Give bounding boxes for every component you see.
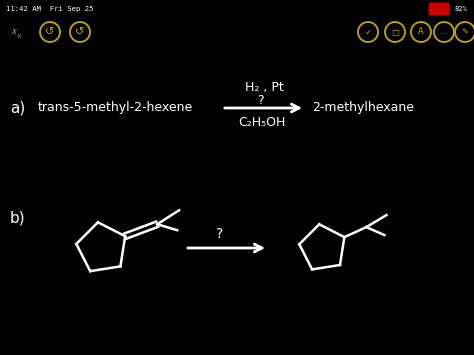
Text: 11:42 AM  Fri Sep 25: 11:42 AM Fri Sep 25	[6, 6, 93, 12]
Text: ✎: ✎	[462, 27, 468, 37]
Text: x: x	[11, 27, 17, 37]
Text: b): b)	[10, 211, 26, 225]
Text: H₂ , Pt: H₂ , Pt	[245, 81, 284, 93]
Text: trans-5-methyl-2-hexene: trans-5-methyl-2-hexene	[38, 102, 193, 115]
FancyBboxPatch shape	[428, 2, 449, 16]
Text: a): a)	[10, 100, 25, 115]
Text: ?: ?	[257, 93, 264, 106]
Text: K: K	[17, 33, 21, 38]
Text: C₂H₅OH: C₂H₅OH	[238, 115, 285, 129]
Text: ✓: ✓	[365, 27, 372, 37]
Text: ↺: ↺	[46, 27, 55, 37]
Text: □: □	[391, 27, 399, 37]
Text: 82%: 82%	[455, 6, 468, 12]
Text: ↺: ↺	[75, 27, 85, 37]
Text: ...: ...	[440, 27, 448, 37]
Text: 2-methylhexane: 2-methylhexane	[312, 102, 414, 115]
Text: A: A	[418, 27, 424, 37]
Text: ?: ?	[216, 227, 224, 241]
